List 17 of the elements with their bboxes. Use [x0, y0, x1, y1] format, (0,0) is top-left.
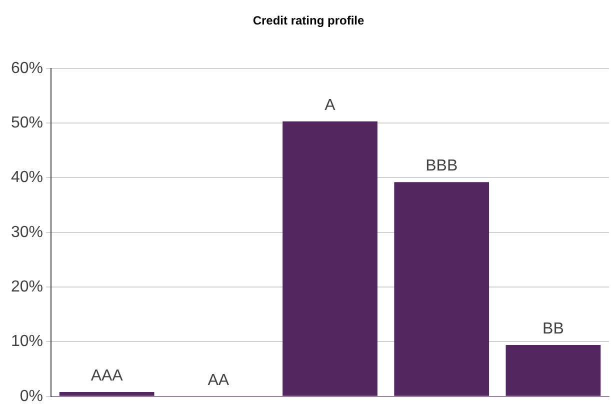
y-tick-label: 30%: [10, 224, 44, 241]
y-tick-label: 60%: [10, 60, 44, 77]
x-tick-label: AAA: [90, 367, 124, 384]
y-tick-label: 0%: [20, 388, 44, 405]
y-tick-label: 10%: [10, 333, 44, 350]
bar: [59, 392, 154, 396]
x-tick-label: BB: [542, 320, 564, 338]
y-tick-label: 40%: [10, 169, 44, 186]
x-tick-label: BBB: [426, 158, 458, 175]
x-tick-label: AA: [208, 372, 230, 389]
chart-title: Credit rating profile: [252, 14, 364, 28]
y-tick-label: 50%: [10, 114, 44, 132]
bar: [394, 182, 490, 396]
y-tick-label: 20%: [10, 278, 44, 296]
bar: [506, 345, 601, 396]
x-tick-label: A: [324, 96, 336, 114]
bar: [282, 121, 378, 396]
